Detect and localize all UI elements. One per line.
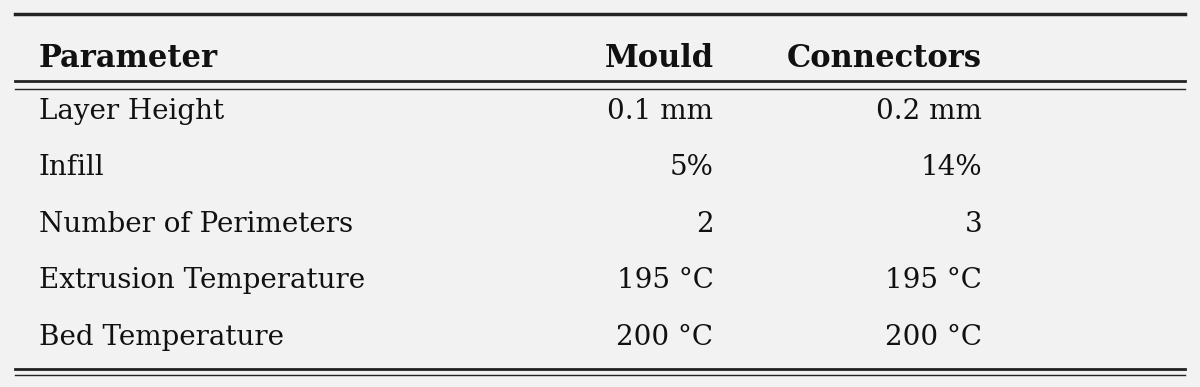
Text: Layer Height: Layer Height xyxy=(38,98,223,125)
Text: 0.1 mm: 0.1 mm xyxy=(607,98,714,125)
Text: Parameter: Parameter xyxy=(38,43,217,74)
Text: Extrusion Temperature: Extrusion Temperature xyxy=(38,267,365,295)
Text: 195 °C: 195 °C xyxy=(617,267,714,295)
Text: Mould: Mould xyxy=(605,43,714,74)
Text: 195 °C: 195 °C xyxy=(886,267,983,295)
Text: 3: 3 xyxy=(965,211,983,238)
Text: 0.2 mm: 0.2 mm xyxy=(876,98,983,125)
Text: Bed Temperature: Bed Temperature xyxy=(38,324,283,351)
Text: Connectors: Connectors xyxy=(787,43,983,74)
Text: 14%: 14% xyxy=(920,154,983,182)
Text: 2: 2 xyxy=(696,211,714,238)
Text: 5%: 5% xyxy=(670,154,714,182)
Text: 200 °C: 200 °C xyxy=(886,324,983,351)
Text: 200 °C: 200 °C xyxy=(617,324,714,351)
Text: Number of Perimeters: Number of Perimeters xyxy=(38,211,353,238)
Text: Infill: Infill xyxy=(38,154,104,182)
